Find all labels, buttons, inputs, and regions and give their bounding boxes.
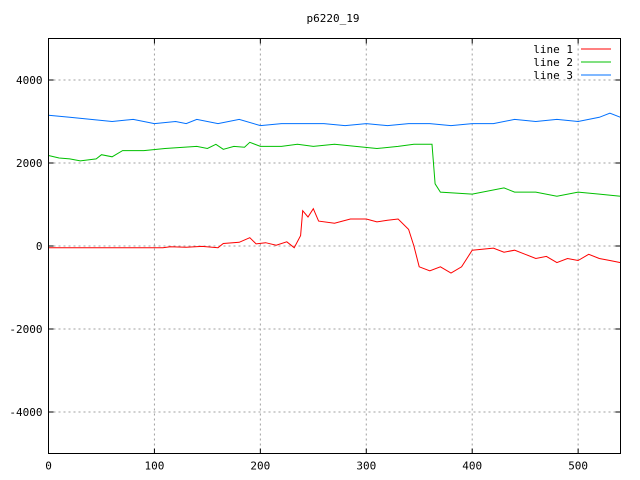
chart-title: p6220_19 xyxy=(307,12,360,25)
y-tick-label: -2000 xyxy=(9,323,42,336)
grid-layer xyxy=(48,38,621,454)
y-tick-label: 4000 xyxy=(16,74,43,87)
legend-label: line 2 xyxy=(533,56,573,69)
x-tick-label: 300 xyxy=(356,460,376,473)
x-tick-label: 500 xyxy=(568,460,588,473)
x-tick-label: 100 xyxy=(144,460,164,473)
y-tick-label: 0 xyxy=(36,240,43,253)
plot-frame xyxy=(48,38,621,454)
series-line-2 xyxy=(48,141,621,197)
legend-label: line 3 xyxy=(533,69,573,82)
y-tick-label: -4000 xyxy=(9,406,42,419)
series-layer xyxy=(48,112,621,274)
x-tick-label: 0 xyxy=(45,460,52,473)
x-tick-label: 400 xyxy=(462,460,482,473)
legend-label: line 1 xyxy=(533,43,573,56)
x-tick-label: 200 xyxy=(250,460,270,473)
series-line-1 xyxy=(48,207,621,274)
series-line-3 xyxy=(48,112,621,127)
axis-layer: 0 100 200 300 400 500 -4000 -2000 0 2000 4000 xyxy=(9,38,621,473)
y-tick-label: 2000 xyxy=(16,157,43,170)
